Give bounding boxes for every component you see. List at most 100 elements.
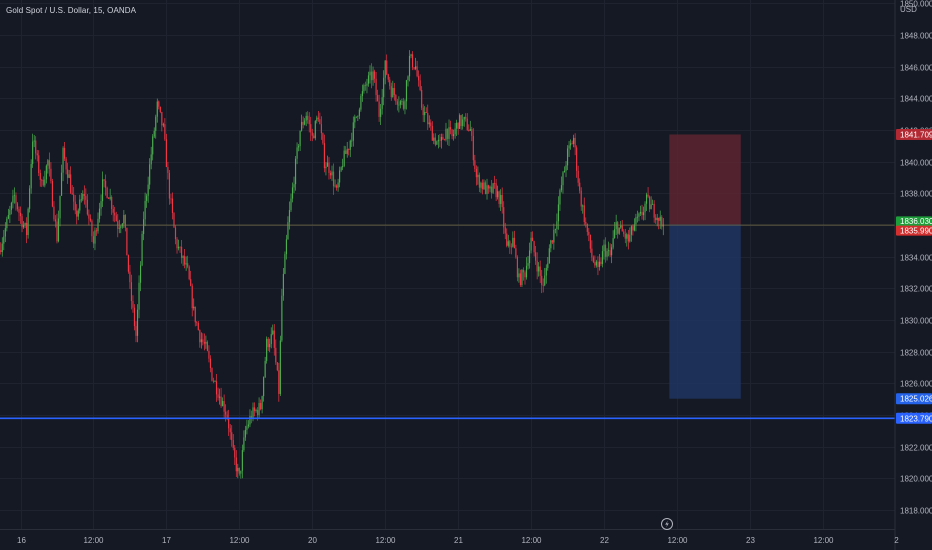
candle-body (80, 199, 82, 201)
candle-body (278, 370, 280, 394)
candle-body (279, 340, 281, 394)
price-axis[interactable]: 1850.0001848.0001846.0001844.0001842.000… (900, 0, 932, 516)
candle-body (501, 194, 503, 208)
candle-body (383, 77, 385, 98)
support-price-tag: 1823.790 (900, 414, 932, 423)
candle-body (489, 186, 491, 189)
candle-body (568, 145, 570, 149)
candle-body (258, 403, 260, 416)
candle-body (373, 71, 376, 79)
candle-body (331, 171, 333, 176)
candle-body (577, 170, 579, 183)
candle-body (123, 214, 125, 224)
candle-body (173, 213, 175, 228)
candle-body (79, 199, 81, 211)
candle-body (481, 182, 484, 189)
candle-body (586, 223, 588, 232)
candle-body (53, 206, 55, 220)
candle-body (267, 338, 269, 348)
candle-body (386, 60, 388, 75)
candle-body (89, 218, 91, 221)
candle-body (208, 350, 210, 359)
candle-body (302, 121, 304, 125)
candle-body (191, 285, 193, 309)
candle-body (393, 87, 395, 96)
candle-body (597, 261, 599, 267)
candle-body (589, 234, 591, 249)
candle-body (223, 401, 225, 412)
candle-body (68, 174, 70, 178)
candle-body (130, 282, 133, 302)
candle-body (595, 261, 597, 266)
candle-body (272, 330, 274, 335)
candle-body (115, 215, 117, 222)
candle-body (636, 216, 639, 218)
candle-body (585, 222, 587, 224)
candle-body (542, 284, 544, 286)
candle-body (459, 115, 461, 129)
candle-body (422, 107, 424, 116)
candle-body (194, 306, 196, 323)
candle-body (67, 169, 69, 178)
candle-body (562, 172, 564, 186)
candle-body (457, 122, 459, 129)
candle-body (294, 158, 297, 185)
x-tick-label: 12:00 (667, 536, 688, 545)
candle-body (316, 117, 318, 122)
candle-body (136, 309, 139, 336)
candle-body (141, 233, 143, 266)
candle-body (304, 120, 306, 125)
candle-body (32, 141, 34, 164)
candle-body (238, 467, 240, 474)
candle-body (334, 185, 336, 187)
y-tick-label: 1848.000 (900, 32, 932, 41)
candle-body (614, 229, 616, 239)
candle-body (524, 272, 526, 278)
candle-body (486, 185, 488, 194)
candle-body (621, 225, 623, 232)
candle-body (284, 254, 286, 274)
candle-body (339, 170, 341, 183)
candle-body (159, 106, 161, 112)
candle-body (38, 155, 40, 174)
x-tick-label: 12:00 (229, 536, 250, 545)
candle-body (389, 79, 391, 87)
candle-body (287, 222, 289, 240)
candle-body (519, 273, 522, 285)
currency-label: USD (900, 5, 917, 14)
candle-body (421, 89, 423, 108)
candle-body (550, 240, 552, 249)
candle-body (74, 201, 76, 211)
candle-body (260, 403, 262, 410)
candle-body (604, 244, 607, 257)
candle-body (533, 241, 535, 253)
candle-body (143, 219, 145, 234)
candle-body (261, 396, 263, 410)
candle-body (184, 256, 186, 265)
candle-body (305, 115, 307, 121)
candle-body (220, 396, 222, 407)
candle-body (367, 75, 370, 84)
candle-body (539, 266, 541, 276)
candle-body (85, 195, 87, 200)
time-axis[interactable]: 16 12:00 17 12:00 20 12:00 21 12:00 22 12:00 23 12:… (17, 536, 899, 545)
candle-body (326, 162, 329, 167)
y-tick-label: 1850.000 (900, 0, 932, 9)
candle-body (240, 470, 242, 474)
candle-body (563, 170, 566, 173)
candle-body (7, 214, 9, 219)
position-tool[interactable] (669, 134, 741, 399)
candle-body (652, 203, 654, 205)
candle-body (6, 218, 8, 229)
candle-body (244, 429, 246, 438)
candle-body (120, 226, 122, 228)
y-tick-label: 1840.000 (900, 159, 932, 168)
lightning-icon[interactable] (661, 518, 673, 530)
candle-body (59, 195, 61, 219)
candle-body (57, 218, 60, 242)
x-tick-label: 17 (162, 536, 171, 545)
candle-body (320, 124, 322, 134)
y-tick-label: 1838.000 (900, 190, 932, 199)
candle-body (635, 217, 637, 225)
